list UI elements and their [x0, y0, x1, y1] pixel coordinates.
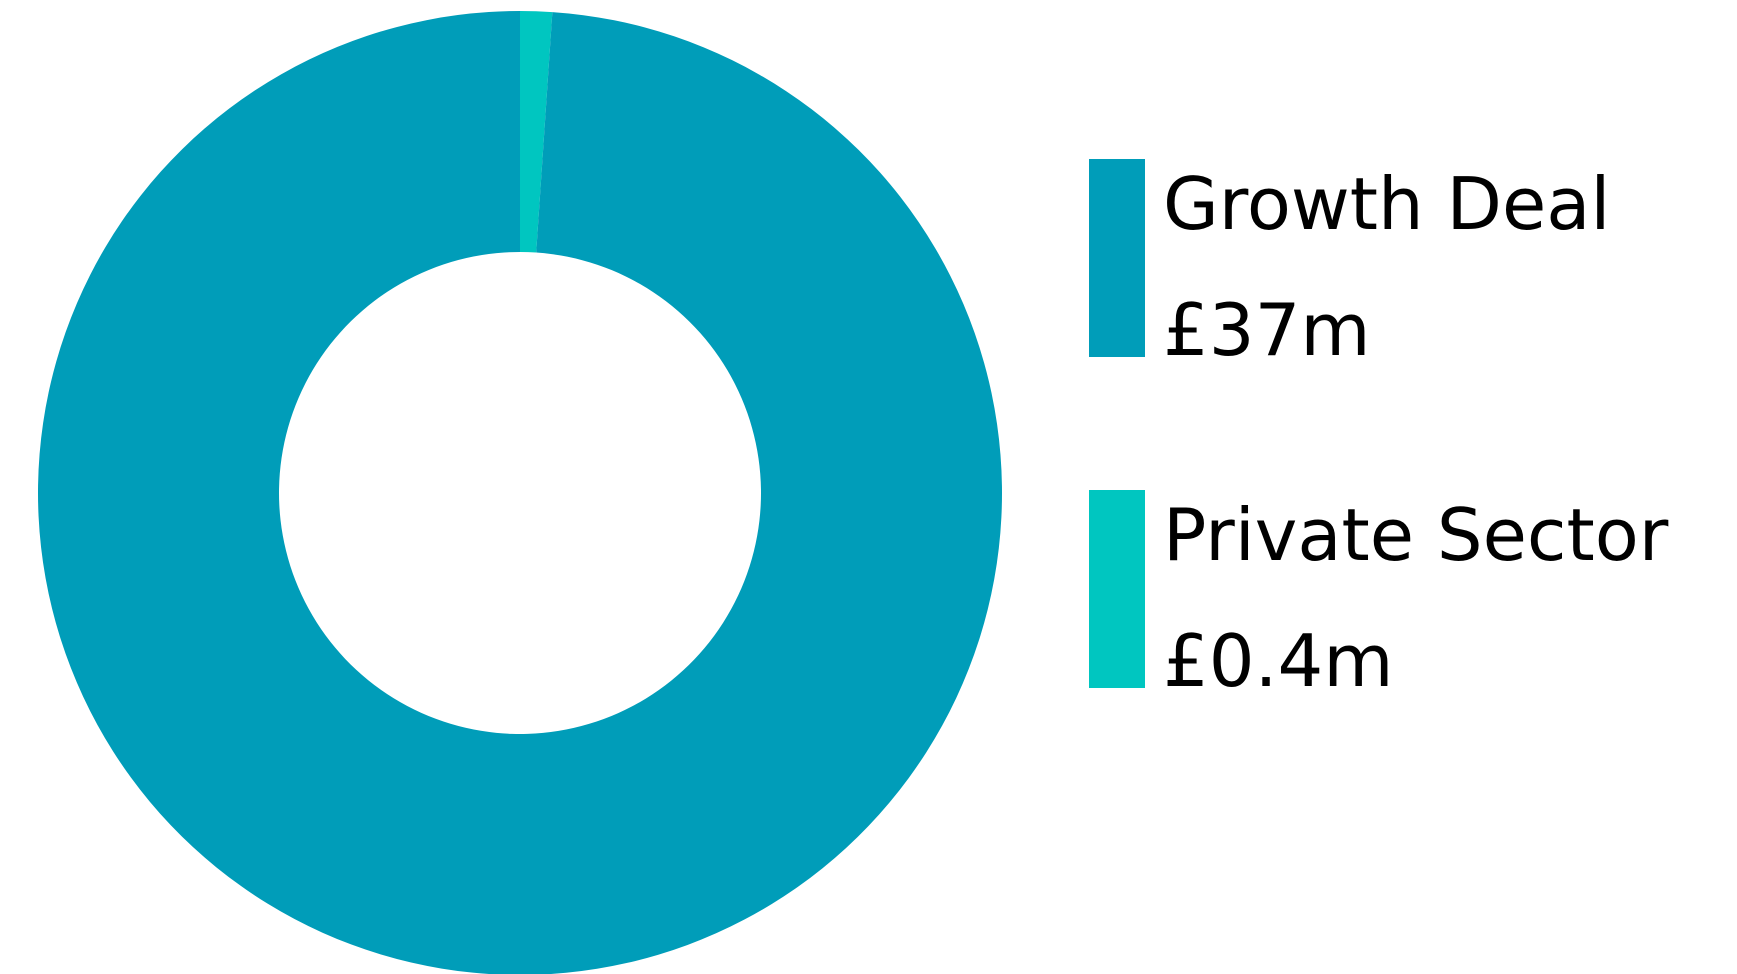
legend-label: Growth Deal [1163, 162, 1610, 246]
legend-swatch [1089, 490, 1145, 688]
legend-value: £37m [1163, 288, 1371, 372]
legend-swatch [1089, 159, 1145, 357]
legend-value: £0.4m [1163, 619, 1393, 703]
donut-slice [38, 11, 1002, 974]
legend-label: Private Sector [1163, 493, 1669, 577]
donut-slice [520, 11, 553, 253]
